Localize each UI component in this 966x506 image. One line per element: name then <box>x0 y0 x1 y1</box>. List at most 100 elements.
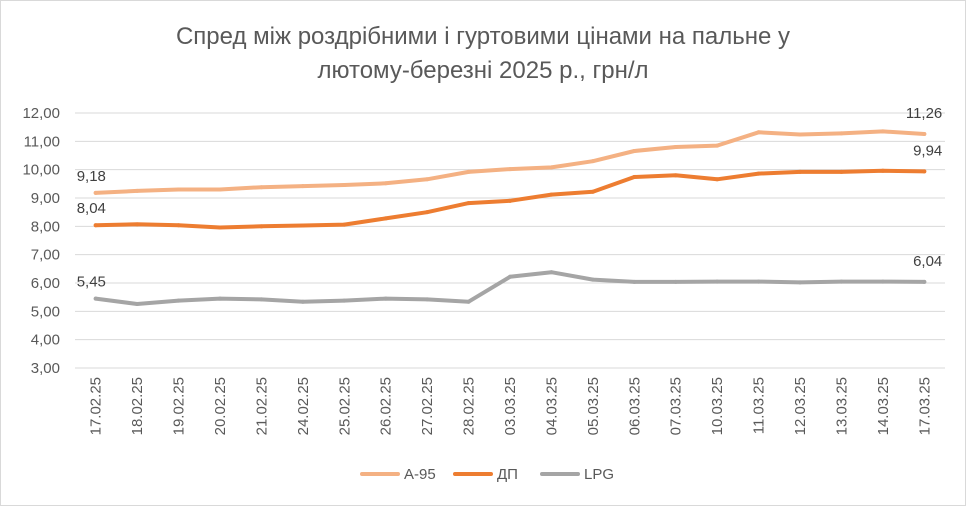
x-tick-label: 21.02.25 <box>253 377 270 435</box>
data-point <box>300 184 305 189</box>
x-tick-label: 24.02.25 <box>295 377 312 435</box>
legend-label: LPG <box>584 466 614 483</box>
data-point <box>715 279 720 284</box>
data-point <box>798 132 802 137</box>
data-point <box>93 223 98 228</box>
data-point <box>466 299 471 304</box>
data-point <box>839 131 844 136</box>
data-point <box>922 131 927 136</box>
data-point <box>756 171 761 176</box>
data-point <box>715 143 720 148</box>
x-tick-label: 27.02.25 <box>419 377 436 435</box>
data-point <box>218 296 222 301</box>
data-point <box>922 169 927 174</box>
data-point <box>549 165 554 170</box>
x-tick-label: 05.03.25 <box>585 377 602 435</box>
data-point <box>508 167 512 172</box>
data-point <box>880 168 885 173</box>
data-point <box>135 188 140 193</box>
data-point <box>176 187 181 192</box>
x-tick-label: 17.02.25 <box>88 377 105 435</box>
y-tick-label: 10,00 <box>22 162 60 179</box>
data-point <box>839 279 844 284</box>
data-point <box>673 145 678 149</box>
x-tick-label: 17.03.25 <box>916 377 933 435</box>
data-point <box>300 223 305 228</box>
data-point <box>383 296 388 301</box>
data-point <box>93 190 98 195</box>
data-point <box>383 216 388 221</box>
x-tick-label: 19.02.25 <box>171 377 188 435</box>
data-point <box>259 297 264 302</box>
data-point <box>383 181 388 186</box>
x-tick-label: 03.03.25 <box>502 377 519 435</box>
y-tick-label: 6,00 <box>31 275 60 292</box>
data-point <box>342 222 347 227</box>
data-point <box>715 177 720 182</box>
data-point <box>259 185 264 190</box>
data-point <box>425 297 430 302</box>
data-point <box>880 279 885 284</box>
data-point <box>93 296 98 301</box>
data-point <box>632 175 637 180</box>
x-tick-label: 20.02.25 <box>212 377 229 435</box>
y-tick-label: 7,00 <box>31 247 60 264</box>
series-line <box>93 129 927 195</box>
data-point <box>218 187 222 192</box>
y-tick-label: 4,00 <box>31 332 60 349</box>
y-tick-label: 8,00 <box>31 218 60 235</box>
x-tick-label: 10.03.25 <box>709 377 726 435</box>
data-point <box>508 274 512 279</box>
data-point <box>176 298 181 303</box>
data-point <box>342 182 347 187</box>
chart-title-line-2: лютому-березні 2025 р., грн/л <box>317 57 649 84</box>
data-label-end: 11,26 <box>906 105 942 122</box>
data-point <box>922 279 927 284</box>
legend-label: ДП <box>497 466 518 483</box>
x-tick-label: 13.03.25 <box>833 377 850 435</box>
data-point <box>218 225 222 230</box>
data-point <box>839 169 844 174</box>
data-label-start: 8,04 <box>77 200 106 217</box>
data-point <box>798 280 802 285</box>
data-point <box>300 299 305 304</box>
y-tick-label: 11,00 <box>24 133 60 150</box>
x-tick-label: 04.03.25 <box>543 377 560 435</box>
data-point <box>425 210 430 215</box>
x-tick-label: 28.02.25 <box>461 377 478 435</box>
y-tick-label: 5,00 <box>31 303 60 320</box>
data-point <box>508 198 512 203</box>
data-point <box>756 130 761 135</box>
data-point <box>466 169 471 174</box>
x-tick-label: 14.03.25 <box>875 377 892 435</box>
data-label-start: 9,18 <box>77 168 106 185</box>
x-tick-label: 06.03.25 <box>626 377 643 435</box>
data-label-end: 6,04 <box>913 253 942 270</box>
data-point <box>590 277 595 282</box>
x-tick-label: 11.03.25 <box>751 377 768 434</box>
data-point <box>342 298 347 303</box>
x-tick-label: 12.03.25 <box>792 377 809 435</box>
x-tick-label: 18.02.25 <box>129 377 146 435</box>
x-tick-label: 25.02.25 <box>336 377 353 435</box>
data-point <box>756 279 761 284</box>
data-point <box>798 169 802 174</box>
y-tick-label: 9,00 <box>31 190 60 207</box>
x-tick-label: 07.03.25 <box>668 377 685 435</box>
data-point <box>466 201 471 206</box>
data-point <box>880 129 885 134</box>
x-tick-label: 26.02.25 <box>378 377 395 435</box>
data-point <box>590 189 595 194</box>
data-point <box>259 224 264 229</box>
data-point <box>673 173 678 178</box>
chart-title: Спред між роздрібними і гуртовими цінами… <box>0 20 966 88</box>
data-point <box>425 177 430 182</box>
data-point <box>549 192 554 197</box>
data-label-end: 9,94 <box>913 142 942 159</box>
data-label-start: 5,45 <box>77 274 106 291</box>
data-point <box>590 159 595 164</box>
data-point <box>632 148 637 153</box>
y-tick-label: 12,00 <box>22 105 60 122</box>
